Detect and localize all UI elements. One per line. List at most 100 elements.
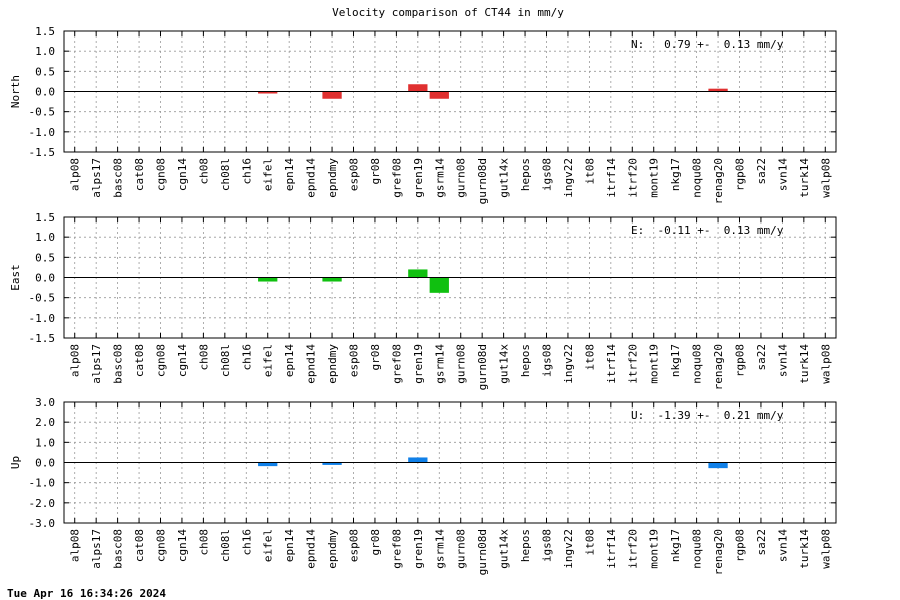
stat-annotation: E: -0.11 +- 0.13 mm/y bbox=[631, 224, 784, 237]
y-tick-label: -3.0 bbox=[29, 517, 56, 530]
y-tick-label: -1.5 bbox=[29, 332, 56, 345]
category-label: gref08 bbox=[390, 344, 403, 384]
category-label: itrf20 bbox=[626, 344, 639, 384]
y-tick-label: -1.0 bbox=[29, 126, 56, 139]
category-label: epnd14 bbox=[305, 158, 318, 198]
panel-up: 3.0 2.0 1.0 0.0 -1.0 -2.0 -3.0 Up U: -1.39 +- 0.… bbox=[9, 396, 837, 575]
category-label: ch08 bbox=[197, 529, 210, 556]
y-tick-label: 1.0 bbox=[35, 45, 55, 58]
y-axis-label: North bbox=[9, 75, 22, 108]
category-label: walp08 bbox=[819, 344, 832, 384]
category-label: gurn08 bbox=[455, 529, 468, 569]
category-label: ch08l bbox=[219, 158, 232, 191]
timestamp: Tue Apr 16 16:34:26 2024 bbox=[7, 587, 166, 600]
category-label: eifel bbox=[262, 529, 275, 562]
category-label: turk14 bbox=[798, 344, 811, 384]
category-label: noqu08 bbox=[691, 344, 704, 384]
category-label: ch08l bbox=[219, 529, 232, 562]
category-label: ingv22 bbox=[562, 158, 575, 198]
category-label: nkg17 bbox=[669, 529, 682, 562]
category-label: noqu08 bbox=[691, 158, 704, 198]
category-label: mont19 bbox=[648, 158, 661, 198]
category-label: noqu08 bbox=[691, 529, 704, 569]
y-axis-label: Up bbox=[9, 456, 22, 469]
category-label: gren19 bbox=[412, 344, 425, 384]
category-label: nkg17 bbox=[669, 158, 682, 191]
bar-gren19 bbox=[408, 457, 428, 463]
bar-eifel bbox=[258, 91, 278, 94]
category-label: sa22 bbox=[755, 158, 768, 185]
category-label: epnd14 bbox=[305, 529, 318, 569]
y-tick-label: 0.5 bbox=[35, 251, 55, 264]
category-label: cgn08 bbox=[155, 529, 168, 562]
category-label: epn14 bbox=[283, 344, 296, 377]
category-label: cgn14 bbox=[176, 344, 189, 377]
category-label: gurn08 bbox=[455, 158, 468, 198]
category-label: renag20 bbox=[712, 344, 725, 390]
bar-renag20 bbox=[708, 462, 728, 469]
category-label: hepos bbox=[519, 158, 532, 191]
category-label: epndmy bbox=[326, 344, 339, 384]
category-label: it08 bbox=[583, 529, 596, 556]
category-label: sa22 bbox=[755, 529, 768, 556]
category-label: cat08 bbox=[133, 529, 146, 562]
category-label: ingv22 bbox=[562, 344, 575, 384]
bar-gren19 bbox=[408, 269, 428, 278]
category-label: svn14 bbox=[776, 344, 789, 377]
stat-annotation: N: 0.79 +- 0.13 mm/y bbox=[631, 38, 784, 51]
plot-frame bbox=[63, 30, 837, 153]
category-label: renag20 bbox=[712, 158, 725, 204]
category-label: turk14 bbox=[798, 158, 811, 198]
category-label: rgp08 bbox=[734, 344, 747, 377]
y-tick-label: -0.5 bbox=[29, 106, 56, 119]
y-axis-label: East bbox=[9, 264, 22, 291]
category-label: it08 bbox=[583, 344, 596, 371]
y-tick-label: -1.0 bbox=[29, 312, 56, 325]
category-label: basc08 bbox=[112, 529, 125, 569]
category-label: alp08 bbox=[69, 158, 82, 191]
category-label: itrf14 bbox=[605, 158, 618, 198]
category-label: mont19 bbox=[648, 529, 661, 569]
category-label: nkg17 bbox=[669, 344, 682, 377]
category-label: itrf14 bbox=[605, 344, 618, 384]
y-tick-label: 1.0 bbox=[35, 231, 55, 244]
panel-east: 1.5 1.0 0.5 0.0 -0.5 -1.0 -1.5 East E: -0.11 +- … bbox=[9, 211, 837, 390]
category-label: ch08l bbox=[219, 344, 232, 377]
category-label: gut14x bbox=[498, 344, 511, 384]
category-label: alps17 bbox=[90, 344, 103, 384]
category-label: hepos bbox=[519, 344, 532, 377]
category-label: gut14x bbox=[498, 158, 511, 198]
y-tick-label: 3.0 bbox=[35, 396, 55, 409]
category-label: ingv22 bbox=[562, 529, 575, 569]
y-tick-label: 0.0 bbox=[35, 86, 55, 99]
bar-epndmy bbox=[322, 277, 342, 282]
category-label: alps17 bbox=[90, 158, 103, 198]
category-label: igs08 bbox=[541, 158, 554, 191]
category-label: cgn14 bbox=[176, 158, 189, 191]
y-tick-label: 1.5 bbox=[35, 211, 55, 224]
bar-gsrm14 bbox=[429, 277, 449, 293]
category-label: ch16 bbox=[240, 529, 253, 556]
category-label: renag20 bbox=[712, 529, 725, 575]
y-tick-label: -1.5 bbox=[29, 146, 56, 159]
category-label: mont19 bbox=[648, 344, 661, 384]
category-label: esp08 bbox=[348, 344, 361, 377]
category-label: gref08 bbox=[390, 529, 403, 569]
category-label: esp08 bbox=[348, 529, 361, 562]
category-label: alps17 bbox=[90, 529, 103, 569]
category-label: esp08 bbox=[348, 158, 361, 191]
bar-gren19 bbox=[408, 84, 428, 92]
y-tick-label: 0.5 bbox=[35, 65, 55, 78]
category-label: rgp08 bbox=[734, 158, 747, 191]
bar-eifel bbox=[258, 277, 278, 282]
category-label: gut14x bbox=[498, 529, 511, 569]
category-label: epndmy bbox=[326, 158, 339, 198]
category-label: gsrm14 bbox=[433, 344, 446, 384]
panels-layer: 1.5 1.0 0.5 0.0 -0.5 -1.0 -1.5 North N: 0.79 +- … bbox=[9, 25, 837, 575]
category-label: eifel bbox=[262, 158, 275, 191]
category-label: epn14 bbox=[283, 529, 296, 562]
bar-gsrm14 bbox=[429, 91, 449, 99]
category-label: itrf20 bbox=[626, 529, 639, 569]
category-label: epndmy bbox=[326, 529, 339, 569]
category-label: itrf20 bbox=[626, 158, 639, 198]
